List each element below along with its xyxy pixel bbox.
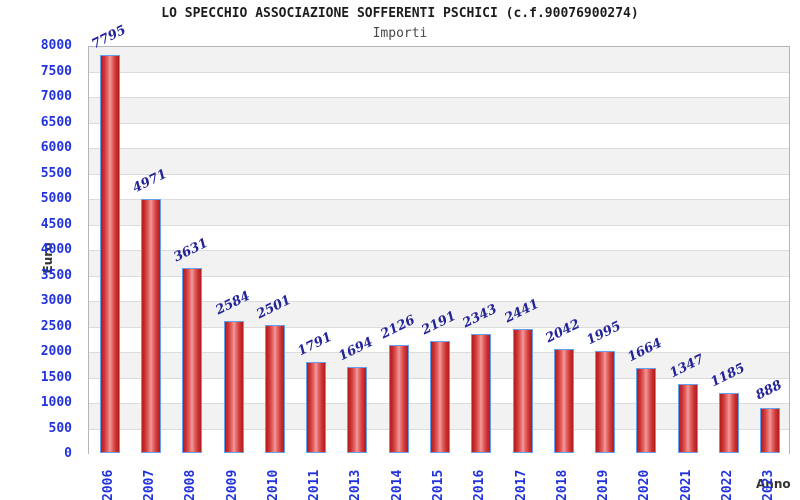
bar bbox=[636, 368, 657, 453]
chart-title: LO SPECCHIO ASSOCIAZIONE SOFFERENTI PSCH… bbox=[161, 6, 639, 21]
y-tick-label: 5500 bbox=[40, 165, 72, 181]
y-tick-label: 0 bbox=[64, 446, 72, 461]
bar bbox=[264, 325, 285, 453]
y-tick-label: 8000 bbox=[40, 38, 72, 53]
x-tick-label: 2014 bbox=[389, 469, 405, 500]
plot-band bbox=[89, 98, 789, 124]
x-tick-label: 2016 bbox=[472, 469, 488, 500]
bar bbox=[388, 345, 409, 453]
y-tick-label: 4000 bbox=[40, 242, 72, 257]
x-tick-label: 2017 bbox=[513, 469, 529, 500]
plot-area bbox=[88, 46, 790, 455]
y-tick-label: 6500 bbox=[40, 114, 72, 130]
bar bbox=[140, 199, 161, 453]
bar bbox=[347, 367, 368, 453]
x-tick-label: 2018 bbox=[554, 469, 570, 500]
bar bbox=[430, 341, 450, 453]
y-tick-label: 1000 bbox=[40, 395, 72, 410]
plot-band bbox=[89, 72, 789, 98]
y-tick-label: 1500 bbox=[40, 369, 72, 385]
bar bbox=[760, 408, 781, 453]
x-tick-label: 2021 bbox=[678, 469, 694, 500]
y-tick-label: 5000 bbox=[40, 191, 72, 206]
x-axis-title: Anno bbox=[756, 477, 791, 491]
x-tick-label: 2009 bbox=[224, 469, 240, 500]
y-tick-label: 3000 bbox=[40, 293, 72, 308]
x-tick-label: 2011 bbox=[307, 469, 323, 500]
x-tick-label: 2023 bbox=[761, 469, 777, 500]
plot-band bbox=[89, 200, 789, 226]
x-tick-label: 2013 bbox=[348, 469, 364, 500]
y-tick-label: 500 bbox=[48, 420, 72, 436]
x-tick-label: 2006 bbox=[100, 469, 116, 500]
x-tick-label: 2007 bbox=[141, 469, 157, 500]
chart-subtitle: Importi bbox=[372, 26, 428, 41]
bar bbox=[99, 55, 120, 453]
bar bbox=[595, 351, 616, 453]
x-tick-label: 2022 bbox=[720, 469, 736, 500]
plot-band bbox=[89, 225, 789, 251]
plot-band bbox=[89, 174, 789, 200]
x-tick-label: 2020 bbox=[637, 469, 653, 500]
plot-band bbox=[89, 302, 789, 328]
y-tick-label: 6000 bbox=[40, 140, 72, 155]
plot-band bbox=[89, 47, 789, 73]
plot-band bbox=[89, 251, 789, 277]
plot-band bbox=[89, 123, 789, 149]
y-tick-label: 2500 bbox=[40, 318, 72, 334]
x-tick-label: 2008 bbox=[183, 469, 199, 500]
bar bbox=[719, 393, 740, 453]
x-tick-label: 2019 bbox=[596, 469, 612, 500]
bar bbox=[677, 384, 698, 453]
bar bbox=[471, 334, 492, 453]
x-tick-label: 2015 bbox=[431, 469, 446, 500]
y-tick-label: 3500 bbox=[40, 267, 72, 283]
y-tick-label: 7500 bbox=[40, 63, 72, 79]
y-tick-label: 4500 bbox=[40, 216, 72, 232]
plot-band bbox=[89, 149, 789, 175]
bar bbox=[553, 349, 574, 453]
bar bbox=[223, 321, 244, 453]
bar bbox=[182, 268, 203, 453]
bar bbox=[512, 329, 533, 453]
x-tick-label: 2010 bbox=[265, 469, 281, 500]
plot-band bbox=[89, 276, 789, 302]
y-tick-label: 2000 bbox=[40, 344, 72, 359]
y-tick-label: 7000 bbox=[40, 89, 72, 104]
bar bbox=[306, 362, 327, 453]
